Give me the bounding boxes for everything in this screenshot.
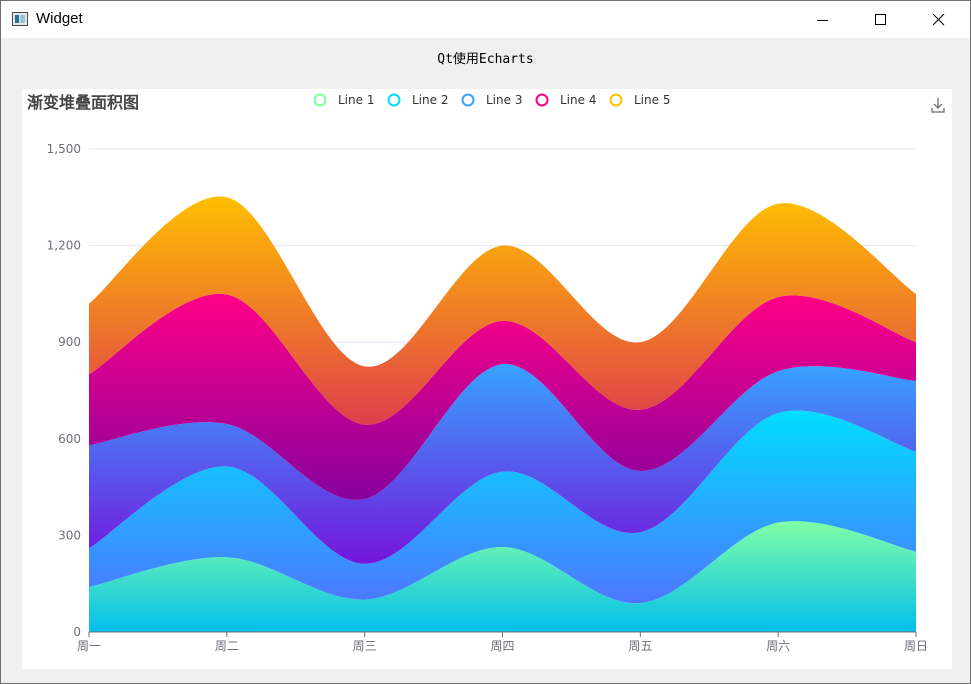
legend-symbol — [313, 93, 327, 107]
legend-label: Line 2 — [412, 93, 448, 107]
title-bar[interactable]: Widget — [1, 1, 970, 38]
chart-title: 渐变堆叠面积图 — [27, 93, 139, 112]
legend-symbol — [535, 93, 549, 107]
area-series-2[interactable] — [89, 410, 916, 604]
area-series-4[interactable] — [89, 293, 916, 500]
legend-label: Line 3 — [486, 93, 522, 107]
caption-label: Qt使用Echarts — [437, 52, 534, 67]
stacked-area-chart: 渐变堆叠面积图 0 300 600 900 1,200 1,500 周一 周二 周三 周四 周五 周六… — [27, 93, 947, 653]
maximize-icon — [875, 13, 886, 25]
x-tick-label: 周五 — [628, 639, 652, 653]
legend-label: Line 1 — [338, 93, 374, 107]
legend-label: Line 4 — [560, 93, 596, 107]
y-tick-label: 600 — [58, 432, 81, 446]
y-tick-label: 900 — [58, 335, 81, 349]
close-icon — [933, 13, 945, 25]
legend-label: Line 5 — [634, 93, 670, 107]
y-tick-label: 300 — [58, 528, 81, 542]
y-tick-label: 1,200 — [47, 239, 81, 253]
legend-item-line-2[interactable]: Line 2 — [387, 93, 449, 107]
area-series-5[interactable] — [89, 196, 916, 425]
minimize-icon — [817, 19, 828, 21]
legend-item-line-3[interactable]: Line 3 — [461, 93, 523, 107]
y-tick-label: 1,500 — [47, 142, 81, 156]
legend-item-line-5[interactable]: Line 5 — [609, 93, 671, 107]
x-tick-label: 周二 — [215, 639, 239, 653]
window-title: Widget — [36, 10, 83, 27]
y-tick-label: 0 — [73, 625, 81, 639]
download-icon[interactable] — [929, 95, 947, 113]
app-icon — [12, 12, 28, 26]
legend-item-line-4[interactable]: Line 4 — [535, 93, 597, 107]
area-series-3[interactable] — [89, 363, 916, 564]
maximize-button[interactable] — [858, 1, 904, 38]
legend-symbol — [461, 93, 475, 107]
legend-symbol — [387, 93, 401, 107]
minimize-button[interactable] — [800, 1, 846, 38]
area-series-1[interactable] — [89, 521, 916, 632]
close-button[interactable] — [916, 1, 962, 38]
legend-symbol — [609, 93, 623, 107]
x-tick-label: 周六 — [766, 639, 790, 653]
x-tick-label: 周四 — [490, 639, 514, 653]
x-tick-label: 周日 — [904, 639, 928, 653]
chart-container: 渐变堆叠面积图 0 300 600 900 1,200 1,500 周一 周二 周三 周四 周五 周六… — [22, 89, 952, 669]
x-tick-label: 周一 — [77, 639, 101, 653]
x-tick-label: 周三 — [353, 639, 377, 653]
legend-item-line-1[interactable]: Line 1 — [313, 93, 375, 107]
